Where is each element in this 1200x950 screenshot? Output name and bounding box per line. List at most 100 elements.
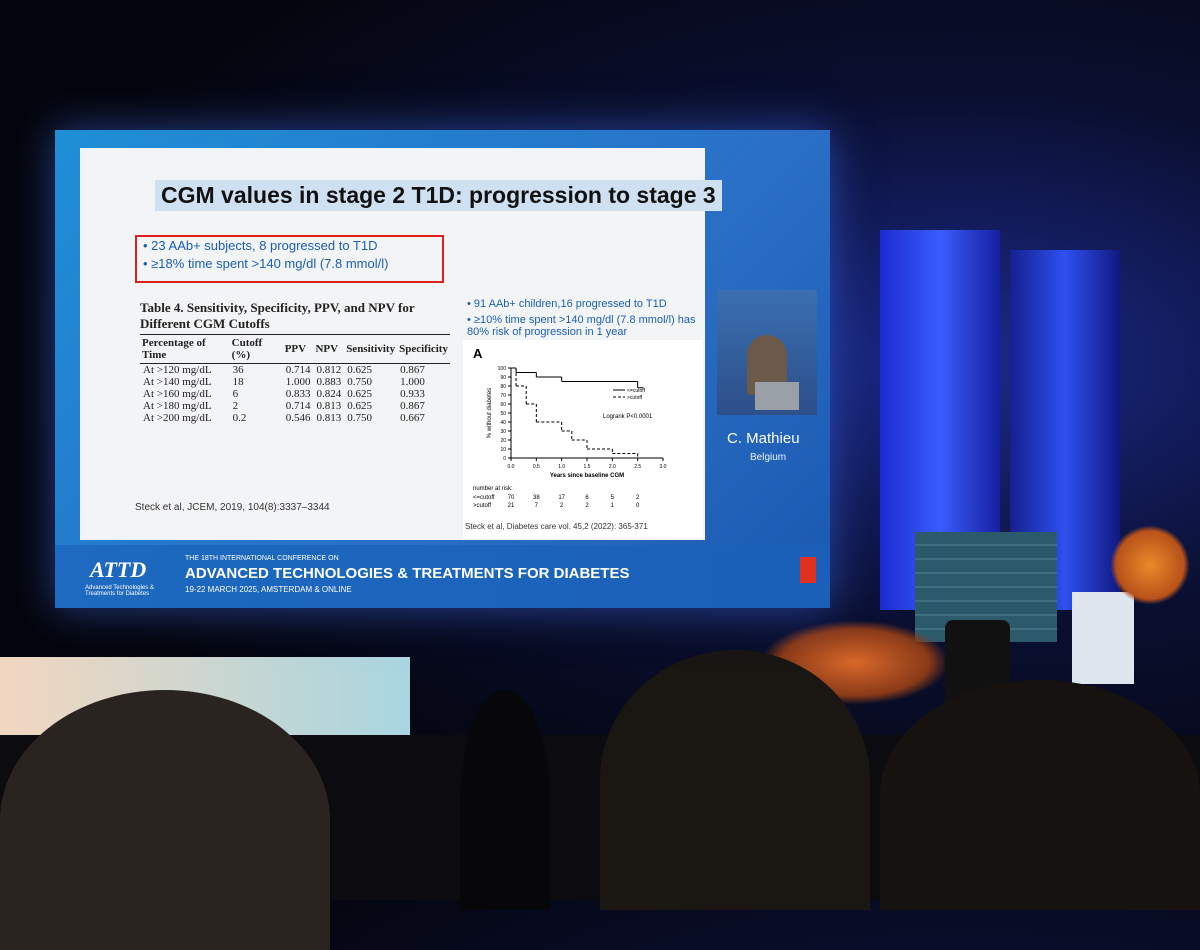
audience-person <box>600 650 870 910</box>
y-tick-label: 80 <box>500 384 506 390</box>
risk-count: 21 <box>508 503 515 509</box>
y-axis-label: % without diabetes <box>487 388 493 438</box>
bullet: • ≥18% time spent >140 mg/dl (7.8 mmol/l… <box>143 256 389 271</box>
legend-label: >cutoff <box>627 395 643 401</box>
results-table: Table 4. Sensitivity, Specificity, PPV, … <box>140 300 450 424</box>
table-cell: 0.750 <box>347 412 372 424</box>
bullet-text: ≥18% time spent >140 mg/dl (7.8 mmol/l) <box>151 256 389 271</box>
table-cell: 18 <box>232 376 244 388</box>
table-cell: 0.813 <box>316 400 342 412</box>
table-cell: 0.714 <box>285 400 311 412</box>
risk-label: >cutoff <box>473 503 491 509</box>
table-row: At >140 mg/dL 18 1.000 0.883 0.750 1.000 <box>140 376 450 388</box>
audience-head <box>460 690 550 910</box>
y-tick-label: 90 <box>500 375 506 381</box>
table-row: At >120 mg/dL 36 0.714 0.812 0.625 0.867 <box>140 364 450 376</box>
laptop <box>755 382 799 410</box>
column-header: Percentage of Time <box>140 335 230 364</box>
risk-count: 2 <box>560 503 564 509</box>
table-cell: 0.833 <box>285 388 311 400</box>
figure: A 0 10 20 30 40 50 60 70 80 90 100 0.0 0.5 1.0 1.5 2.0 2.… <box>463 340 703 538</box>
flowers <box>1110 525 1190 605</box>
table-cell: 1.000 <box>285 376 311 388</box>
table-cell: At >200 mg/dL <box>143 412 212 424</box>
audience-person <box>880 680 1200 910</box>
column-header: Sensitivity <box>344 335 398 364</box>
slide-title: CGM values in stage 2 T1D: progression t… <box>155 180 722 211</box>
bullet: • 91 AAb+ children,16 progressed to T1D <box>467 298 667 310</box>
slide-footer: ATTD Advanced Technologies & Treatments … <box>55 545 830 608</box>
column-header: Cutoff (%) <box>229 335 283 364</box>
risk-title: number at risk: <box>473 486 513 492</box>
x-tick-label: 1.0 <box>558 464 565 470</box>
y-tick-label: 40 <box>500 420 506 426</box>
bullet-text: 23 AAb+ subjects, 8 progressed to T1D <box>151 238 378 253</box>
table-row: At >160 mg/dL 6 0.833 0.824 0.625 0.933 <box>140 388 450 400</box>
risk-label: <=cutoff <box>473 495 495 501</box>
projected-slide: CGM values in stage 2 T1D: progression t… <box>55 130 830 608</box>
risk-count: 1 <box>611 503 615 509</box>
x-axis-label: Years since baseline CGM <box>550 473 624 479</box>
table: Percentage of Time Cutoff (%) PPV NPV Sensit… <box>140 335 450 424</box>
table-cell: 0.867 <box>400 400 425 412</box>
column-header: PPV <box>282 335 314 364</box>
table-cell: At >140 mg/dL <box>143 376 212 388</box>
risk-count: 38 <box>533 495 540 501</box>
table-cell: At >120 mg/dL <box>143 364 212 376</box>
y-tick-label: 10 <box>500 447 506 453</box>
y-tick-label: 0 <box>503 456 506 462</box>
table-cell: 0.750 <box>347 376 372 388</box>
table-cell: 0.667 <box>400 412 425 424</box>
table-cell: 1.000 <box>400 376 425 388</box>
edition: THE 18TH INTERNATIONAL CONFERENCE ON <box>185 555 339 562</box>
y-tick-label: 20 <box>500 438 506 444</box>
table-cell: 0.2 <box>232 412 247 424</box>
table-cell: At >180 mg/dL <box>143 400 212 412</box>
y-tick-label: 100 <box>498 366 507 372</box>
x-tick-label: 3.0 <box>660 464 667 470</box>
risk-count: 2 <box>636 495 640 501</box>
citation: Steck et al, JCEM, 2019, 104(8):3337–334… <box>135 502 330 513</box>
table-cell: 0.933 <box>400 388 425 400</box>
table-cell: 0.867 <box>400 364 425 376</box>
risk-count: 7 <box>535 503 539 509</box>
column-header: Specificity <box>397 335 450 364</box>
table-header: Percentage of Time Cutoff (%) PPV NPV Sensit… <box>140 335 450 364</box>
bullet-text: 91 AAb+ children,16 progressed to T1D <box>473 298 667 310</box>
table-cell: 0.625 <box>347 364 372 376</box>
x-tick-label: 0.0 <box>508 464 515 470</box>
risk-count: 0 <box>636 503 640 509</box>
logo-subtitle: Advanced Technologies & Treatments for D… <box>85 585 154 597</box>
table-cell: 0.812 <box>316 364 342 376</box>
logo: ATTD <box>90 557 147 582</box>
bullet: • 23 AAb+ subjects, 8 progressed to T1D <box>143 238 378 253</box>
x-tick-label: 2.0 <box>609 464 616 470</box>
column-header: NPV <box>313 335 345 364</box>
speaker-video <box>717 290 817 415</box>
podium <box>1072 592 1134 684</box>
risk-count: 5 <box>611 495 615 501</box>
panel-label: A <box>473 346 483 361</box>
legend-label: <=cutoff <box>627 388 646 394</box>
speaker-country: Belgium <box>750 452 787 463</box>
table-cell: 6 <box>232 388 239 400</box>
table-cell: 0.714 <box>285 364 311 376</box>
y-tick-label: 50 <box>500 411 506 417</box>
table-cell: 0.546 <box>285 412 311 424</box>
table-cell: 0.813 <box>316 412 342 424</box>
y-tick-label: 60 <box>500 402 506 408</box>
y-tick-label: 70 <box>500 393 506 399</box>
footer-icon <box>800 557 816 583</box>
table-cell: 2 <box>232 400 239 412</box>
audience-head <box>0 690 330 950</box>
conference-name: ADVANCED TECHNOLOGIES & TREATMENTS FOR D… <box>185 565 630 582</box>
table-cell: At >160 mg/dL <box>143 388 212 400</box>
risk-count: 6 <box>585 495 589 501</box>
y-tick-label: 30 <box>500 429 506 435</box>
x-tick-label: 0.5 <box>533 464 540 470</box>
bullet-text: ≥10% time spent >140 mg/dl (7.8 mmol/l) … <box>467 314 696 338</box>
x-tick-label: 1.5 <box>584 464 591 470</box>
